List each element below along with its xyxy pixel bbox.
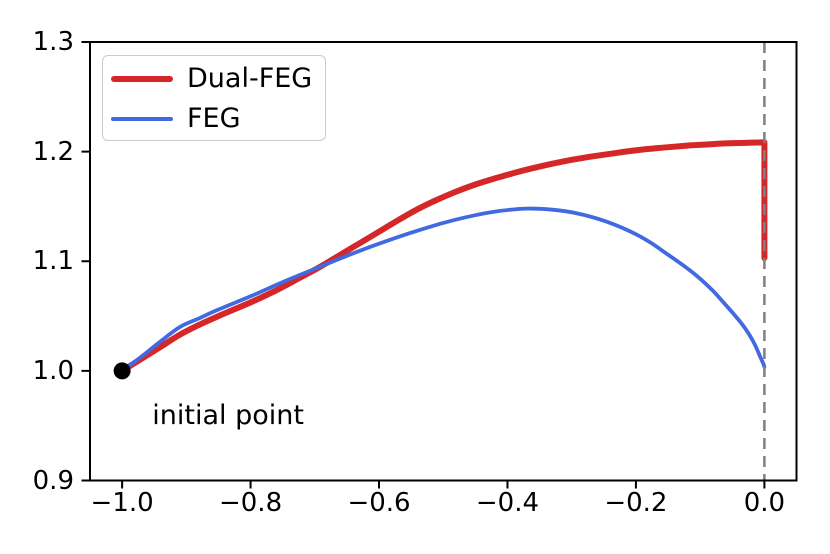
legend-label-dual-feg: Dual-FEG: [187, 63, 313, 94]
annotation-initial-point: initial point: [152, 400, 304, 432]
x-tick-label: −0.6: [347, 488, 411, 518]
x-tick-label: −1.0: [90, 488, 154, 518]
legend-label-feg: FEG: [187, 103, 241, 134]
dual-feg-line-sample: [111, 76, 173, 82]
x-tick-label: −0.8: [218, 488, 283, 518]
y-tick-label: 1.0: [32, 355, 74, 386]
legend: Dual-FEG FEG: [102, 55, 326, 141]
y-tick-label: 1.2: [32, 136, 74, 167]
legend-item-feg: FEG: [103, 99, 325, 139]
x-tick-label: 0.0: [743, 488, 786, 518]
initial-point-marker: [113, 362, 131, 380]
x-tick-label: −0.2: [604, 488, 668, 518]
x-tick-label: −0.4: [475, 488, 540, 518]
y-tick-label: 1.1: [32, 246, 74, 277]
series-dual-feg-path: [119, 139, 768, 374]
y-tick-label: 0.9: [32, 465, 74, 496]
series-feg-path: [120, 206, 767, 373]
feg-line-sample: [111, 117, 173, 121]
y-tick-label: 1.3: [32, 27, 74, 57]
legend-item-dual-feg: Dual-FEG: [103, 59, 325, 99]
